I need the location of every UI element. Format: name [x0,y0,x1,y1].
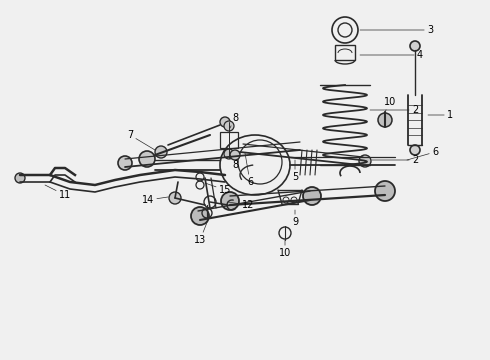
Circle shape [191,207,209,225]
Bar [220,132,238,148]
Circle shape [139,151,155,167]
Circle shape [378,113,392,127]
Bar [335,45,355,60]
Text: 10: 10 [384,97,396,112]
Circle shape [375,181,395,201]
Text: 14: 14 [142,195,168,205]
Text: 13: 13 [194,220,208,245]
Text: 4: 4 [360,50,423,60]
Circle shape [155,146,167,158]
Text: 8: 8 [230,155,238,170]
Text: 6: 6 [245,153,253,187]
Text: 5: 5 [292,160,298,182]
Circle shape [303,187,321,205]
Text: 3: 3 [360,25,433,35]
Text: 8: 8 [230,113,238,128]
Text: 7: 7 [127,130,155,150]
Circle shape [224,149,234,159]
Text: 15: 15 [205,183,231,195]
Circle shape [169,192,181,204]
Circle shape [359,155,371,167]
Text: 2: 2 [370,105,418,115]
Circle shape [15,173,25,183]
Circle shape [220,117,230,127]
Circle shape [230,150,240,160]
Text: 9: 9 [292,210,298,227]
Text: 11: 11 [45,185,71,200]
Text: 6: 6 [407,147,438,160]
Circle shape [224,121,234,131]
Text: 2: 2 [372,155,418,165]
Text: 10: 10 [279,240,291,258]
Text: 1: 1 [428,110,453,120]
Circle shape [410,41,420,51]
Circle shape [118,156,132,170]
Circle shape [410,145,420,155]
Text: 12: 12 [228,200,254,210]
Circle shape [221,192,239,210]
